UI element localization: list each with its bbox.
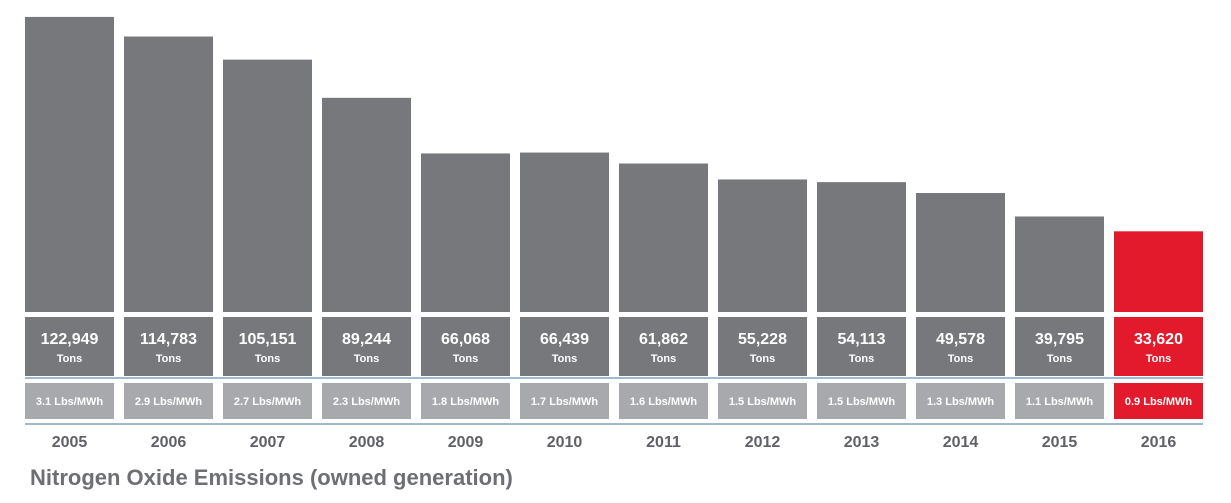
bar-2007 [223, 59, 312, 312]
rate-label-2014: 1.3 Lbs/MWh [927, 396, 995, 408]
rate-label-2012: 1.5 Lbs/MWh [729, 396, 797, 408]
unit-label-2015: Tons [1047, 353, 1072, 365]
value-label-2012: 55,228 [738, 331, 787, 348]
bar-2015 [1015, 216, 1104, 312]
rate-box-2009 [421, 383, 510, 419]
bar-2012 [718, 179, 807, 312]
year-label-2015: 2015 [1042, 434, 1078, 451]
rate-box-2010 [520, 383, 609, 419]
unit-label-2012: Tons [750, 353, 775, 365]
value-label-2010: 66,439 [540, 331, 589, 348]
value-label-2007: 105,151 [239, 331, 297, 348]
year-label-2006: 2006 [151, 434, 187, 451]
year-label-2013: 2013 [844, 434, 880, 451]
year-label-2014: 2014 [943, 434, 979, 451]
value-box-2005 [25, 317, 114, 376]
unit-label-2008: Tons [354, 353, 379, 365]
value-label-2008: 89,244 [342, 331, 391, 348]
value-label-2011: 61,862 [639, 331, 688, 348]
value-label-2005: 122,949 [41, 331, 99, 348]
bar-2005 [25, 16, 114, 313]
value-box-2006 [124, 317, 213, 376]
rate-box-2012 [718, 383, 807, 419]
bar-2009 [421, 153, 510, 312]
bar-2008 [322, 97, 411, 313]
year-label-2008: 2008 [349, 434, 385, 451]
rate-box-2014 [916, 383, 1005, 419]
value-box-2010 [520, 317, 609, 376]
rate-box-2013 [817, 383, 906, 419]
value-label-2013: 54,113 [837, 331, 885, 348]
year-labels-group: 2005 2006 2007 2008 2009 2010 2011 2012 2013 2014… [52, 434, 1177, 451]
bar-2010 [520, 152, 609, 312]
value-box-2009 [421, 317, 510, 376]
rate-label-2010: 1.7 Lbs/MWh [531, 396, 599, 408]
rate-label-2005: 3.1 Lbs/MWh [36, 396, 104, 408]
year-label-2009: 2009 [448, 434, 484, 451]
bar-2014 [916, 193, 1005, 312]
chart-title: Nitrogen Oxide Emissions (owned generati… [30, 465, 513, 490]
unit-label-2007: Tons [255, 353, 280, 365]
year-label-2005: 2005 [52, 434, 88, 451]
rate-label-2016: 0.9 Lbs/MWh [1125, 396, 1193, 408]
value-box-2013 [817, 317, 906, 376]
value-label-2015: 39,795 [1035, 331, 1084, 348]
rate-label-2015: 1.1 Lbs/MWh [1026, 396, 1094, 408]
bars-group [25, 16, 1203, 313]
unit-label-2005: Tons [57, 353, 82, 365]
value-box-2007 [223, 317, 312, 376]
rate-label-2007: 2.7 Lbs/MWh [234, 396, 302, 408]
rate-label-2013: 1.5 Lbs/MWh [828, 396, 896, 408]
year-label-2007: 2007 [250, 434, 286, 451]
unit-label-2016: Tons [1146, 353, 1171, 365]
rate-label-2008: 2.3 Lbs/MWh [333, 396, 401, 408]
rate-box-2008 [322, 383, 411, 419]
value-label-2016: 33,620 [1134, 331, 1183, 348]
unit-label-2009: Tons [453, 353, 478, 365]
unit-label-2014: Tons [948, 353, 973, 365]
bar-2016 [1114, 231, 1203, 312]
unit-label-2013: Tons [849, 353, 874, 365]
value-box-2011 [619, 317, 708, 376]
rate-boxes-group: 3.1 Lbs/MWh 2.9 Lbs/MWh 2.7 Lbs/MWh 2.3 Lbs… [25, 383, 1203, 419]
value-box-2015 [1015, 317, 1104, 376]
value-box-2014 [916, 317, 1005, 376]
value-box-2012 [718, 317, 807, 376]
year-label-2010: 2010 [547, 434, 583, 451]
bar-2011 [619, 163, 708, 312]
value-label-2009: 66,068 [441, 331, 490, 348]
unit-label-2006: Tons [156, 353, 181, 365]
divider-rules [25, 377, 1203, 425]
unit-label-2011: Tons [651, 353, 676, 365]
rate-box-2005 [25, 383, 114, 419]
value-label-2006: 114,783 [140, 331, 197, 348]
bar-2013 [817, 182, 906, 312]
rate-box-2011 [619, 383, 708, 419]
rate-label-2011: 1.6 Lbs/MWh [630, 396, 698, 408]
value-boxes-group: 122,949 Tons 114,783 Tons 105,151 Tons 89,244 T… [25, 317, 1203, 376]
rate-box-2015 [1015, 383, 1104, 419]
year-label-2012: 2012 [745, 434, 781, 451]
rate-label-2009: 1.8 Lbs/MWh [432, 396, 500, 408]
year-label-2011: 2011 [646, 434, 681, 451]
value-box-2016 [1114, 317, 1203, 376]
bar-2006 [124, 36, 213, 312]
value-box-2008 [322, 317, 411, 376]
rate-box-2006 [124, 383, 213, 419]
unit-label-2010: Tons [552, 353, 577, 365]
year-label-2016: 2016 [1141, 434, 1177, 451]
rate-label-2006: 2.9 Lbs/MWh [135, 396, 203, 408]
rate-box-2016 [1114, 383, 1203, 419]
value-label-2014: 49,578 [936, 331, 985, 348]
rate-box-2007 [223, 383, 312, 419]
